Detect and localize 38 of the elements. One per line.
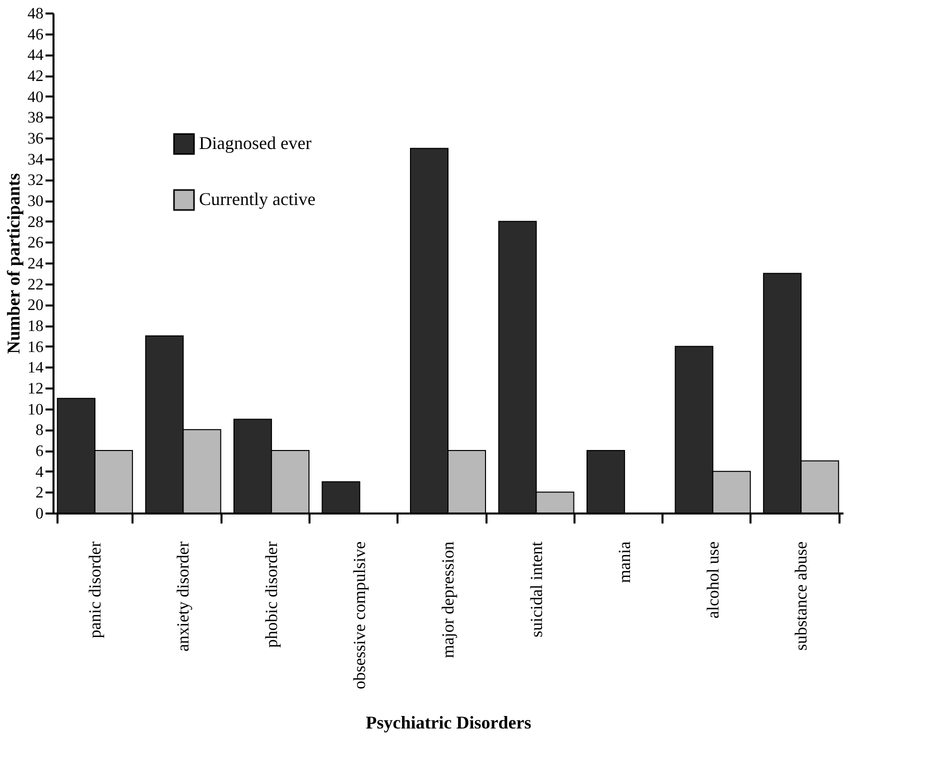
y-tick-label: 6 [36,443,44,460]
y-tick-label: 14 [28,360,44,377]
x-tick-label: suicidal intent [526,541,546,638]
legend-label: Diagnosed ever [199,133,312,153]
y-tick-label: 38 [28,110,44,127]
y-tick-label: 36 [28,130,44,148]
y-tick-label: 4 [36,464,44,481]
y-tick-label: 46 [28,26,44,44]
y-tick-label: 2 [36,484,44,502]
y-tick-label: 28 [28,214,44,231]
y-tick-label: 42 [28,68,44,85]
y-tick-label: 16 [28,338,44,356]
y-tick-label: 34 [28,151,44,168]
x-tick-label: anxiety disorder [174,541,193,652]
y-tick-label: 30 [28,193,44,210]
x-tick-label: major depression [438,541,458,658]
y-tick-label: 12 [28,380,44,398]
x-tick-label: phobic disorder [262,541,281,648]
x-tick-label: obsessive compulsive [350,542,370,690]
y-tick-label: 8 [36,422,44,440]
y-tick-label: 0 [36,506,44,522]
y-tick-label: 40 [28,88,44,106]
x-tick-label: alcohol use [703,542,722,618]
x-tick-label: mania [615,541,634,584]
y-tick-label: 44 [28,47,44,64]
y-tick-label: 26 [28,234,44,252]
y-axis-title: Number of participants [4,173,24,354]
y-tick-label: 32 [28,172,44,190]
legend-label: Currently active [199,189,316,209]
y-tick-label: 18 [28,318,44,335]
y-tick-label: 24 [28,256,44,272]
x-tick-label: panic disorder [85,541,104,638]
x-axis-title: Psychiatric Disorders [366,712,532,732]
y-tick-label: 10 [28,401,44,418]
y-tick-label: 22 [28,276,44,294]
x-tick-label: substance abuse [792,542,811,651]
y-tick-label: 48 [28,6,44,22]
y-tick-label: 20 [28,297,44,314]
